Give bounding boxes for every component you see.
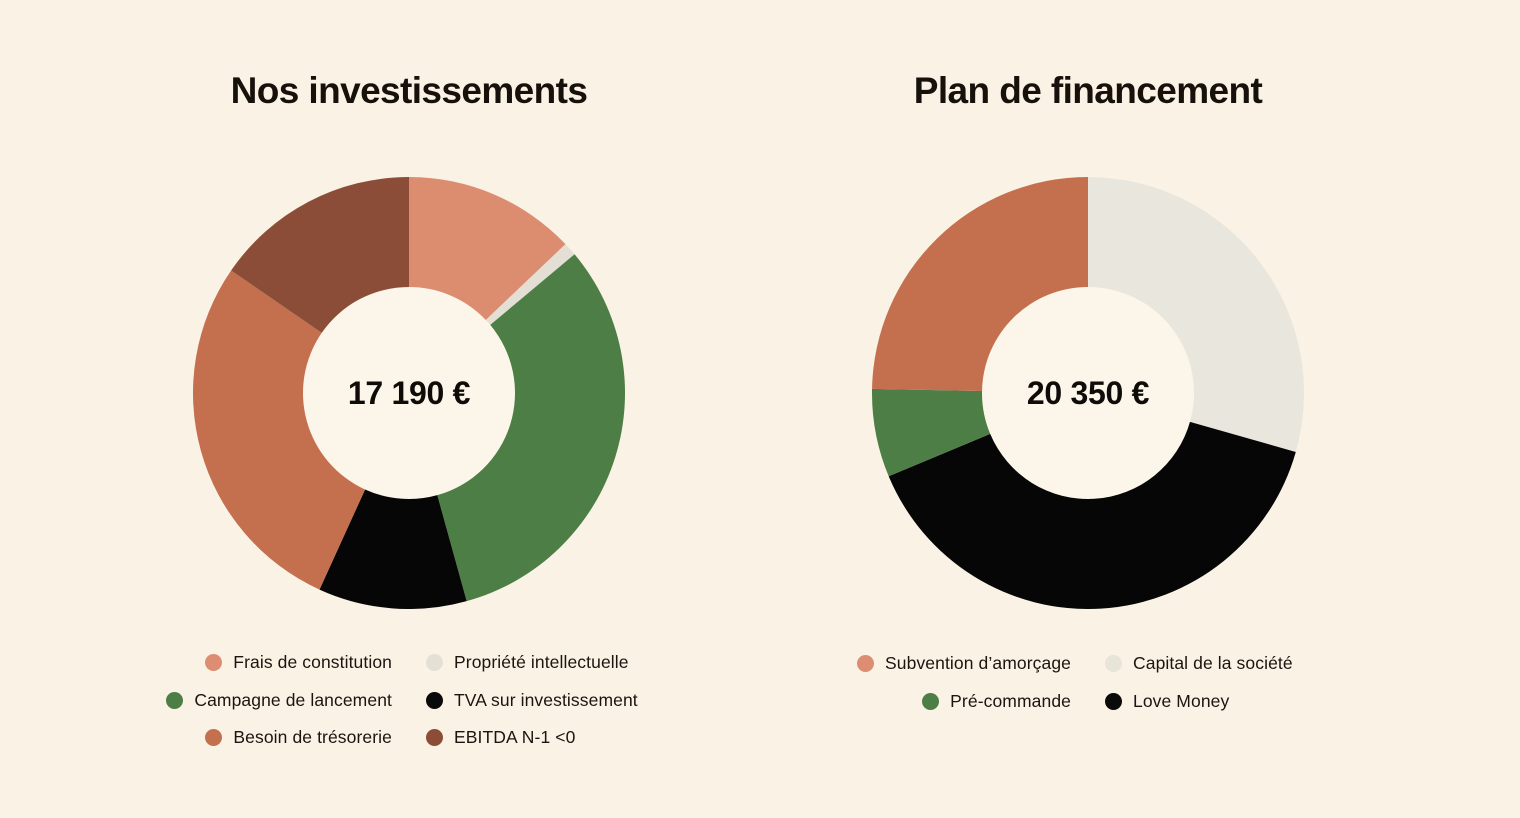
- slice-besoin-de-tresorerie: [193, 270, 366, 590]
- legend-row: Besoin de trésorerie EBITDA N-1 <0: [89, 719, 729, 757]
- legend-swatch-icon: [922, 692, 940, 710]
- legend-swatch-icon: [426, 729, 443, 747]
- legend-swatch-icon: [1105, 692, 1122, 710]
- slice-frais-de-constitution: [409, 177, 566, 320]
- legend-label: Besoin de trésorerie: [233, 727, 392, 747]
- chart-title-financing: Plan de financement: [913, 70, 1263, 111]
- slice-pre-commande: [872, 388, 991, 477]
- legend-label: Frais de constitution: [233, 652, 392, 672]
- slice-campagne-de-lancement: [437, 254, 625, 602]
- legend-item-propriete-intellectuelle: Propriété intellectuelle: [426, 652, 729, 672]
- legend-item-pre-commande: Pré-commande: [768, 690, 1071, 711]
- slice-subvention-d-amorcage: [872, 177, 1088, 392]
- investments-donut-svg: [193, 177, 625, 609]
- financing-donut-chart: 20 350 €: [872, 177, 1304, 609]
- legend-swatch-icon: [426, 691, 443, 709]
- legend-item-besoin-de-tresorerie: Besoin de trésorerie: [89, 727, 392, 747]
- legend-swatch-icon: [426, 654, 443, 672]
- financing-donut-svg: [872, 177, 1304, 609]
- legend-item-capital-de-la-societe: Capital de la société: [1105, 653, 1408, 673]
- legend-label: TVA sur investissement: [454, 689, 638, 710]
- slice-tva-sur-investissement: [319, 489, 467, 609]
- legend-label: EBITDA N-1 <0: [454, 727, 576, 747]
- slice-ebitda-n-1-0: [231, 177, 409, 333]
- legend-swatch-icon: [166, 691, 184, 709]
- legend-label: Subvention d’amorçage: [885, 653, 1071, 673]
- slice-love-money: [888, 421, 1296, 609]
- legend-label: Pré-commande: [950, 690, 1071, 711]
- slice-propriete-intellectuelle: [485, 244, 575, 325]
- legend-swatch-icon: [857, 655, 875, 673]
- donut-hole: [981, 286, 1195, 500]
- chart-title-investments: Nos investissements: [230, 70, 588, 111]
- investments-donut-chart: 17 190 €: [193, 177, 625, 609]
- legend-row: Subvention d’amorçage Capital de la socié…: [768, 645, 1408, 683]
- legend-label: Campagne de lancement: [194, 689, 392, 710]
- legend-item-ebitda-n-1-0: EBITDA N-1 <0: [426, 727, 729, 747]
- slice-capital-de-la-societe: [1088, 177, 1304, 452]
- legend-item-frais-de-constitution: Frais de constitution: [89, 652, 392, 672]
- legend-swatch-icon: [205, 654, 223, 672]
- legend-item-love-money: Love Money: [1105, 690, 1408, 711]
- legend-label: Propriété intellectuelle: [454, 652, 629, 672]
- legend-swatch-icon: [205, 729, 223, 747]
- investments-legend: Frais de constitution Propriété intellect…: [89, 644, 729, 757]
- legend-item-tva-sur-investissement: TVA sur investissement: [426, 689, 729, 710]
- legend-row: Frais de constitution Propriété intellect…: [89, 644, 729, 682]
- legend-item-subvention-d-amorcage: Subvention d’amorçage: [768, 653, 1071, 673]
- legend-label: Love Money: [1133, 690, 1230, 711]
- donut-hole: [302, 286, 516, 500]
- legend-swatch-icon: [1105, 655, 1122, 673]
- legend-row: Campagne de lancement TVA sur investissem…: [89, 682, 729, 720]
- legend-row: Pré-commande Love Money: [768, 683, 1408, 721]
- legend-label: Capital de la société: [1133, 653, 1293, 673]
- financing-legend: Subvention d’amorçage Capital de la socié…: [768, 645, 1408, 720]
- legend-item-campagne-de-lancement: Campagne de lancement: [89, 689, 392, 710]
